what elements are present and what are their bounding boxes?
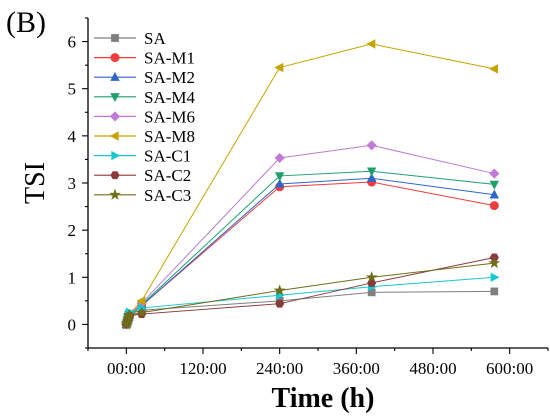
legend-marker xyxy=(111,150,121,161)
series-sa-c1 xyxy=(122,272,500,330)
legend-marker xyxy=(110,53,120,63)
data-point xyxy=(273,284,286,296)
series-line xyxy=(125,262,495,325)
data-point xyxy=(489,64,498,74)
x-tick-label: 360:00 xyxy=(333,359,380,378)
y-tick-label: 5 xyxy=(68,80,77,99)
data-point xyxy=(366,173,377,182)
data-point xyxy=(366,140,377,151)
data-point xyxy=(136,296,146,306)
legend-label: SA xyxy=(144,29,166,48)
legend-marker xyxy=(109,131,119,141)
y-tick-label: 0 xyxy=(68,315,77,334)
legend-label: SA-C3 xyxy=(144,186,191,205)
legend-item: SA-M2 xyxy=(94,68,195,87)
panel-label: (B) xyxy=(6,6,46,39)
legend-label: SA-M1 xyxy=(144,49,195,68)
legend-marker xyxy=(110,93,120,103)
data-point xyxy=(275,299,285,308)
legend-label: SA-C1 xyxy=(144,147,191,166)
legend-marker xyxy=(110,71,120,81)
y-axis-title: TSI xyxy=(20,162,51,204)
legend-item: SA-C1 xyxy=(94,147,191,166)
data-point xyxy=(274,152,285,164)
series-sa xyxy=(122,287,499,329)
series-line xyxy=(125,276,495,325)
data-point xyxy=(366,39,376,49)
data-point xyxy=(490,287,499,296)
series-layer xyxy=(120,39,501,330)
y-tick-label: 1 xyxy=(68,268,77,287)
legend-label: SA-M4 xyxy=(144,88,196,107)
legend-item: SA-M1 xyxy=(94,49,195,68)
data-point xyxy=(274,62,284,73)
x-tick-label: 480:00 xyxy=(409,359,456,378)
legend-item: SA-M8 xyxy=(94,127,195,146)
legend-label: SA-C2 xyxy=(144,166,191,185)
legend-item: SA xyxy=(94,29,166,48)
legend-label: SA-M2 xyxy=(144,68,195,87)
data-point xyxy=(488,256,501,269)
data-point xyxy=(489,180,500,190)
x-axis-title: Time (h) xyxy=(272,383,375,414)
series-sa-c3 xyxy=(120,256,501,330)
y-tick-label: 6 xyxy=(68,33,77,52)
data-point xyxy=(123,308,136,320)
x-tick-label: 120:00 xyxy=(179,359,226,378)
data-point xyxy=(365,271,378,283)
data-point xyxy=(490,272,500,282)
y-tick-label: 3 xyxy=(68,174,77,193)
legend-item: SA-M4 xyxy=(94,88,196,107)
legend-marker xyxy=(109,111,121,122)
data-point xyxy=(274,178,285,188)
legend-item: SA-C2 xyxy=(94,166,191,185)
x-tick-label: 00:00 xyxy=(107,359,146,378)
data-point xyxy=(489,189,500,199)
y-tick-label: 2 xyxy=(68,221,77,240)
x-tick-label: 240:00 xyxy=(256,359,303,378)
legend-marker xyxy=(111,34,119,42)
legend-label: SA-M8 xyxy=(144,127,195,146)
data-point xyxy=(489,168,500,179)
legend-item: SA-M6 xyxy=(94,107,195,126)
x-tick-label: 600:00 xyxy=(486,359,533,378)
legend-marker xyxy=(110,171,120,180)
data-point xyxy=(489,201,499,211)
y-tick-label: 4 xyxy=(68,127,77,146)
data-point xyxy=(366,167,377,177)
legend: SASA-M1SA-M2SA-M4SA-M6SA-M8SA-C1SA-C2SA-… xyxy=(94,29,196,205)
data-point xyxy=(135,306,148,318)
legend-label: SA-M6 xyxy=(144,107,195,126)
data-point xyxy=(274,172,285,182)
legend-marker xyxy=(109,188,121,200)
legend-item: SA-C3 xyxy=(94,186,191,205)
